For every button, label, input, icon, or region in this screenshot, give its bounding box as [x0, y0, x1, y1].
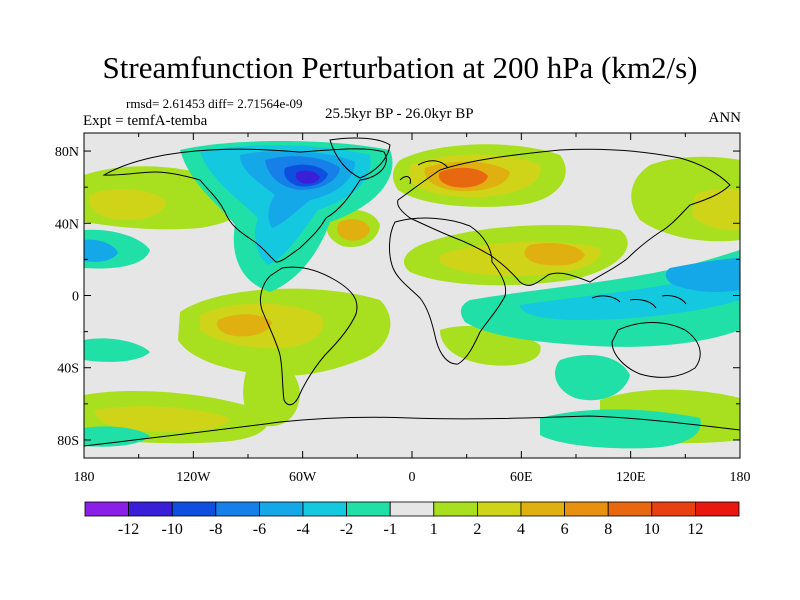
x-tick-label: 120W — [176, 470, 211, 485]
stats-text: rmsd= 2.61453 diff= 2.71564e-09 — [126, 96, 303, 111]
colorbar-label: -6 — [253, 521, 266, 538]
colorbar-label: 1 — [430, 521, 438, 538]
x-tick-label: 0 — [409, 470, 416, 485]
colorbar-label: 8 — [604, 521, 612, 538]
colorbar-box — [215, 501, 260, 517]
colorbar-box — [302, 501, 347, 517]
colorbar-label: -8 — [209, 521, 222, 538]
plot-title: Streamfunction Perturbation at 200 hPa (… — [102, 50, 698, 85]
colorbar-box — [564, 501, 609, 517]
colorbar-labels: -12 -10 -8 -6 -4 -2 -1 1 2 4 6 8 10 12 — [118, 521, 703, 538]
colorbar-box — [607, 501, 653, 517]
period-label: 25.5kyr BP - 26.0kyr BP — [325, 106, 474, 122]
contour-fill-antarctic-low — [540, 409, 701, 449]
coastline-north-america — [102, 148, 387, 263]
contour-fill-far-south-low — [84, 426, 150, 447]
contour-fill-south-indian-low — [555, 355, 630, 401]
coastline-indonesia — [591, 295, 687, 309]
colorbar-label: 10 — [644, 521, 660, 538]
experiment-label: Expt = temfA-temba — [83, 113, 208, 129]
colorbar-label: -12 — [118, 521, 139, 538]
contour-fill-asia-orange — [524, 243, 585, 266]
colorbar-box — [476, 501, 522, 517]
colorbar-label: -4 — [296, 521, 309, 538]
contour-fill-west-pacific-cyan — [84, 239, 118, 262]
y-tick-label: 0 — [72, 290, 79, 305]
map-panel: 180 120W 60W 0 60E 120E 180 80N 40N 0 40S 80S — [55, 132, 751, 485]
coastline-australia — [611, 322, 701, 378]
colorbar-label: 12 — [687, 521, 703, 538]
contour-fill-south-america-orange — [216, 314, 272, 337]
y-tick-label: 40S — [57, 362, 79, 377]
x-tick-label: 180 — [730, 470, 751, 485]
y-tick-label: 80N — [55, 145, 79, 160]
contour-fill-europe-core — [438, 167, 488, 188]
contour-fills — [84, 141, 740, 449]
colorbar: -12 -10 -8 -6 -4 -2 -1 1 2 4 6 8 10 12 — [84, 501, 740, 538]
colorbar-label: 6 — [561, 521, 569, 538]
coastline-antarctica — [84, 415, 740, 447]
coastline-greenland — [329, 137, 391, 179]
coastline-south-america — [259, 266, 358, 406]
colorbar-label: -10 — [162, 521, 183, 538]
colorbar-box — [520, 501, 565, 517]
x-tick-label: 60E — [510, 470, 533, 485]
colorbar-boxes — [84, 501, 740, 517]
x-tick-label: 120E — [616, 470, 646, 485]
colorbar-box — [433, 501, 478, 517]
colorbar-box — [651, 501, 696, 517]
x-tick-label: 180 — [74, 470, 95, 485]
coastline-uk-scandinavia — [399, 160, 449, 185]
colorbar-box — [695, 501, 740, 517]
contour-fill-pacific-yellow — [89, 188, 166, 220]
y-tick-label: 80S — [57, 434, 79, 449]
colorbar-box — [389, 501, 435, 517]
colorbar-box — [346, 501, 391, 517]
colorbar-label: -1 — [384, 521, 397, 538]
contour-fill-atlantic-orange-blob — [336, 219, 370, 241]
map-ticks: 180 120W 60W 0 60E 120E 180 80N 40N 0 40S 80S — [55, 133, 751, 485]
contour-fill-west-southern-low — [84, 338, 150, 362]
colorbar-label: -2 — [340, 521, 353, 538]
coastline-africa — [389, 217, 507, 365]
y-tick-label: 40N — [55, 217, 79, 232]
colorbar-box — [128, 501, 173, 517]
season-label: ANN — [708, 110, 742, 126]
contour-fill-pacific-blue — [665, 258, 740, 292]
colorbar-box — [171, 501, 217, 517]
colorbar-box — [84, 501, 129, 517]
contour-fill-south-yellow-strip — [95, 406, 230, 432]
coastline-eurasia — [397, 148, 731, 286]
colorbar-label: 2 — [473, 521, 481, 538]
coastlines — [84, 137, 740, 447]
colorbar-label: 4 — [517, 521, 525, 538]
x-tick-label: 60W — [289, 470, 317, 485]
contour-fill-labrador-core — [295, 170, 320, 184]
contour-fill-east-pacific-yellow — [692, 188, 740, 231]
colorbar-box — [258, 501, 304, 517]
